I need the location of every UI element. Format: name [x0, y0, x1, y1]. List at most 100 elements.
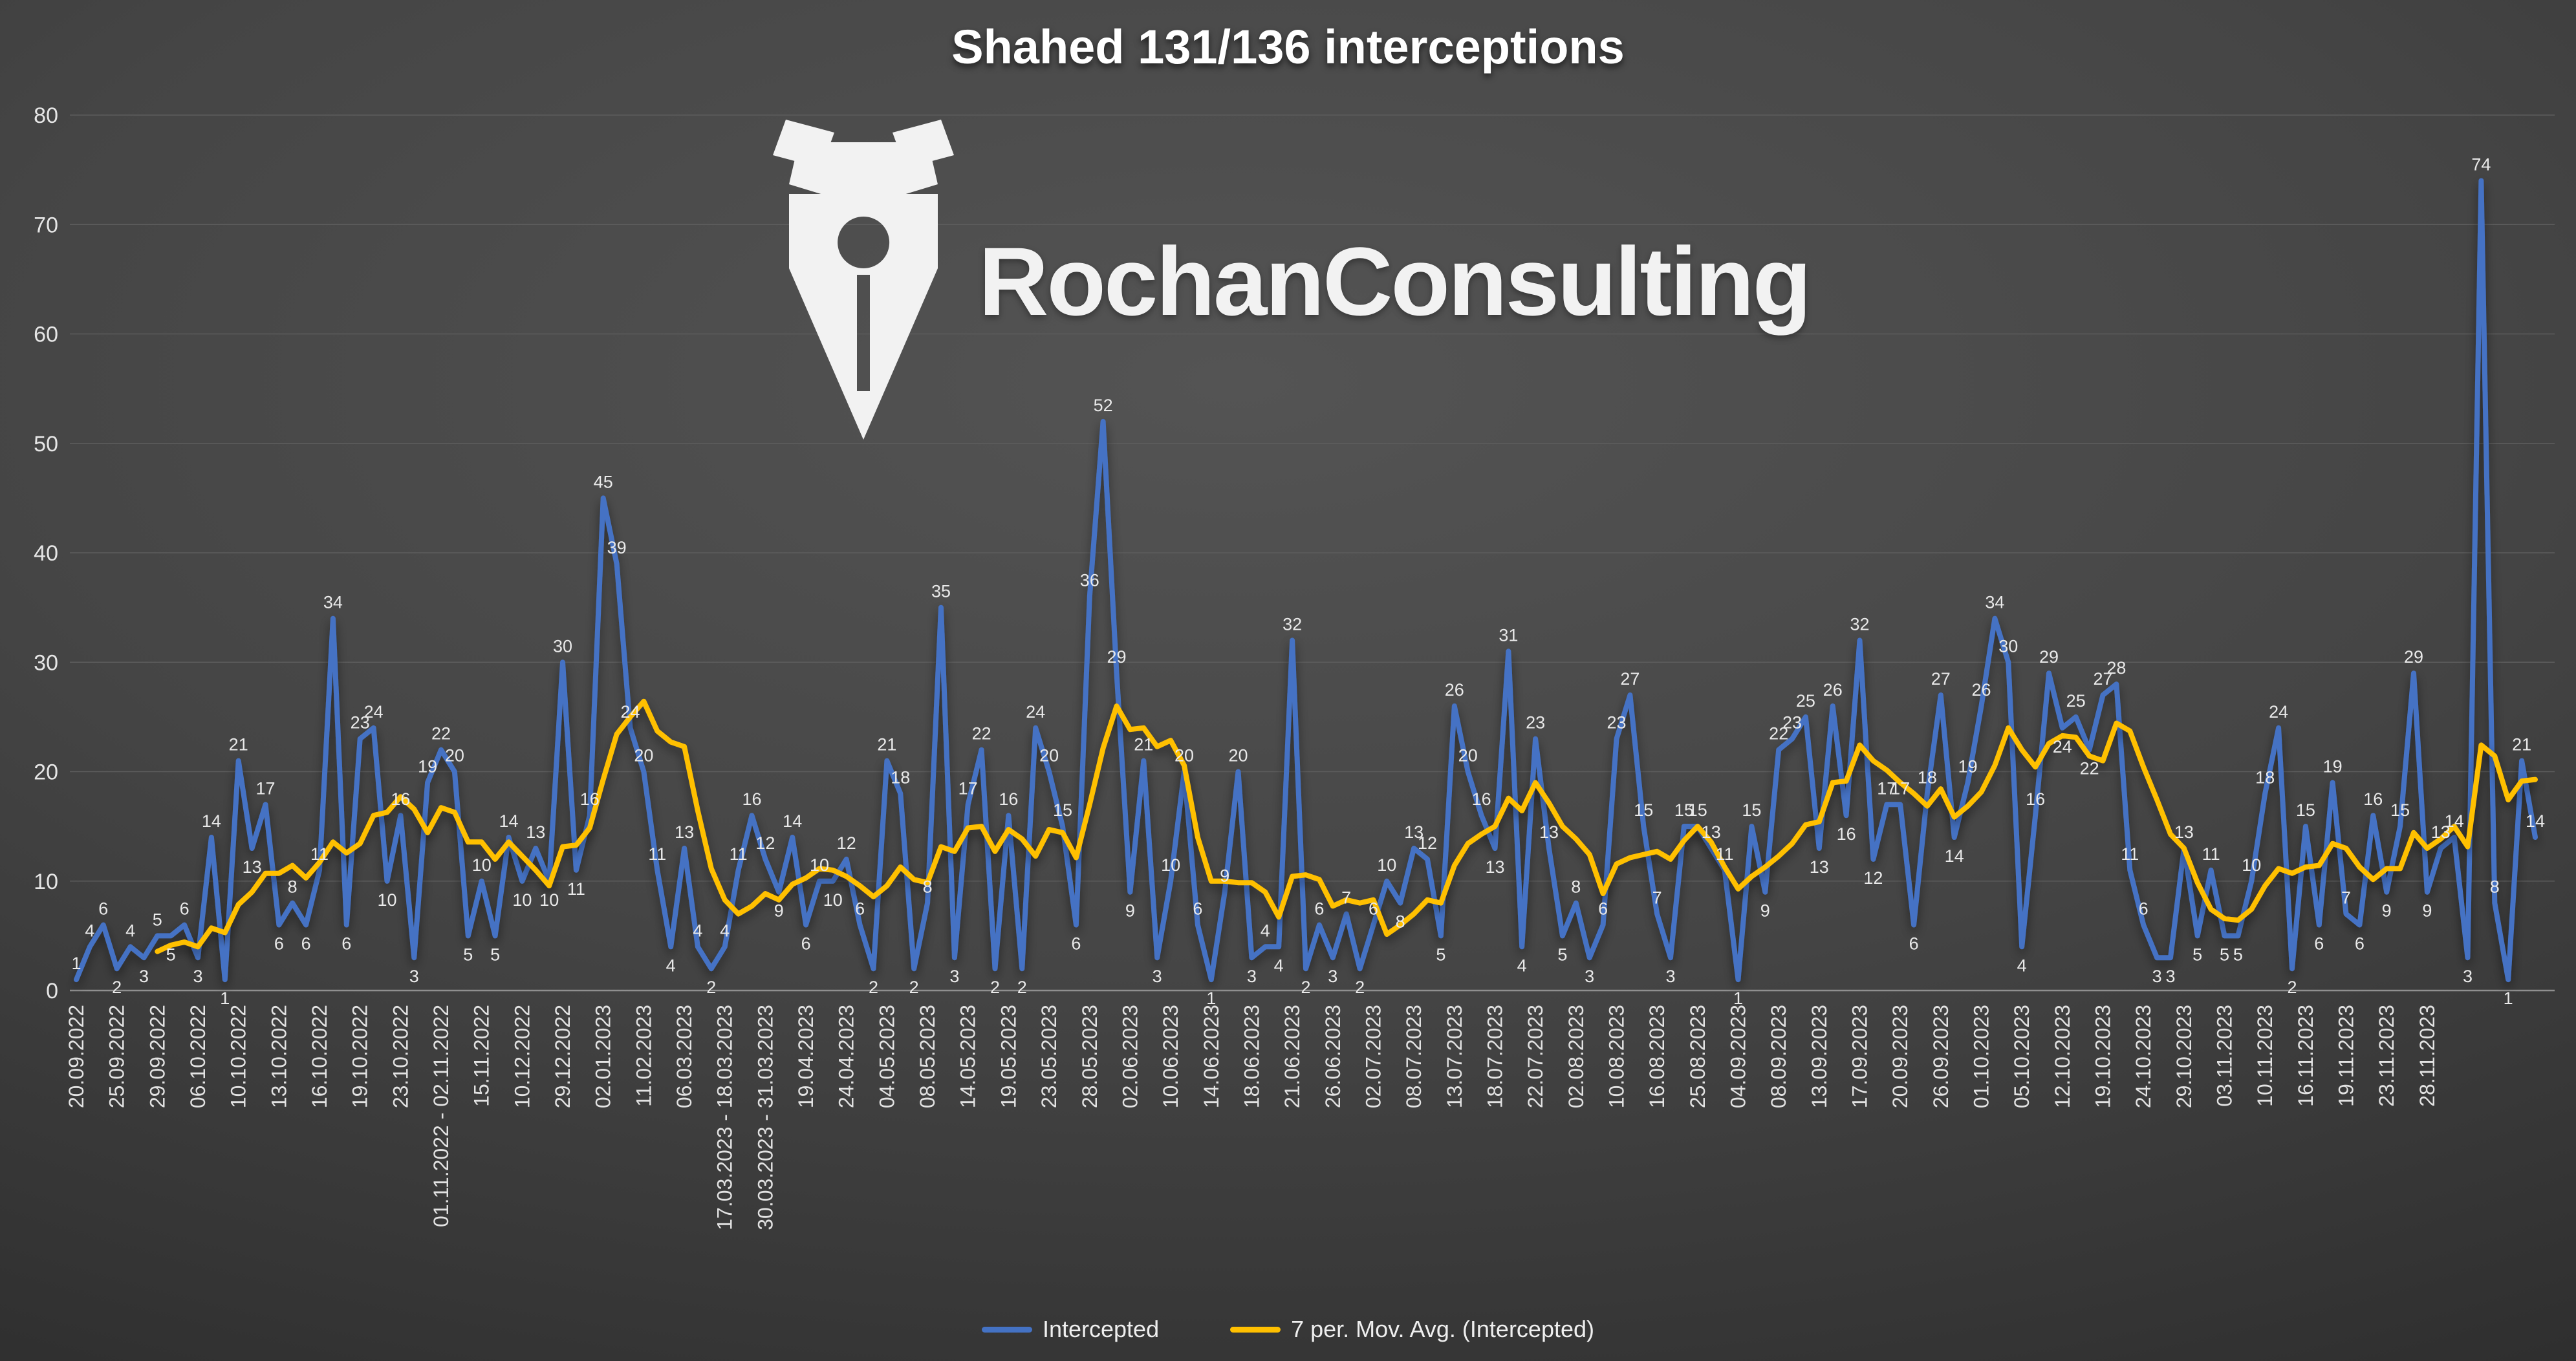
svg-text:03.11.2023: 03.11.2023 [2213, 1005, 2236, 1107]
svg-text:14: 14 [2445, 811, 2464, 831]
svg-text:34: 34 [1985, 593, 2004, 612]
svg-text:13: 13 [2431, 822, 2451, 842]
svg-text:3: 3 [1153, 967, 1162, 986]
svg-text:1: 1 [1206, 989, 1216, 1008]
svg-text:13: 13 [1404, 822, 1423, 842]
svg-text:8: 8 [2490, 877, 2500, 897]
svg-text:10: 10 [377, 890, 396, 910]
svg-text:13: 13 [675, 822, 694, 842]
svg-text:04.05.2023: 04.05.2023 [875, 1005, 898, 1108]
svg-text:3: 3 [1585, 967, 1594, 986]
svg-text:5: 5 [153, 910, 162, 929]
svg-text:15: 15 [1053, 800, 1072, 820]
svg-text:10: 10 [539, 890, 559, 910]
svg-text:16: 16 [1837, 824, 1856, 844]
svg-text:30: 30 [1998, 636, 2018, 656]
watermark-text: RochanConsulting [979, 226, 1812, 336]
svg-text:16: 16 [2363, 789, 2383, 809]
svg-text:19.11.2023: 19.11.2023 [2335, 1005, 2358, 1107]
svg-text:08.09.2023: 08.09.2023 [1767, 1005, 1790, 1108]
svg-text:30: 30 [553, 636, 572, 656]
chart-title: Shahed 131/136 interceptions [951, 20, 1625, 74]
svg-text:4: 4 [1517, 956, 1527, 975]
svg-text:06.03.2023: 06.03.2023 [673, 1005, 696, 1108]
svg-text:17: 17 [958, 778, 978, 798]
svg-text:10.12.2022: 10.12.2022 [510, 1005, 534, 1108]
svg-text:9: 9 [774, 901, 784, 921]
svg-text:19: 19 [2323, 756, 2343, 776]
svg-text:23.10.2022: 23.10.2022 [389, 1005, 412, 1108]
svg-text:13.10.2022: 13.10.2022 [267, 1005, 290, 1108]
svg-text:23.11.2023: 23.11.2023 [2375, 1005, 2398, 1107]
svg-text:70: 70 [34, 213, 58, 237]
legend-label-intercepted: Intercepted [1042, 1316, 1160, 1342]
svg-text:45: 45 [594, 472, 613, 491]
svg-text:6: 6 [1071, 934, 1081, 954]
svg-text:0: 0 [46, 979, 58, 1003]
y-axis-labels: 0 10 20 30 40 50 60 70 80 [34, 103, 58, 1003]
svg-text:9: 9 [1125, 901, 1135, 921]
svg-text:6: 6 [301, 934, 311, 954]
svg-text:17: 17 [1890, 778, 1910, 798]
svg-text:18: 18 [891, 767, 910, 787]
svg-text:05.10.2023: 05.10.2023 [2010, 1005, 2033, 1108]
svg-text:12.10.2023: 12.10.2023 [2051, 1005, 2074, 1108]
svg-text:16: 16 [2026, 789, 2045, 809]
svg-text:52: 52 [1094, 396, 1113, 415]
svg-text:04.09.2023: 04.09.2023 [1726, 1005, 1749, 1108]
svg-text:24.10.2023: 24.10.2023 [2132, 1005, 2155, 1108]
svg-text:3: 3 [1247, 967, 1257, 986]
svg-text:2: 2 [706, 978, 716, 997]
svg-text:25.09.2022: 25.09.2022 [105, 1005, 129, 1108]
svg-text:6: 6 [1598, 899, 1608, 919]
svg-text:08.07.2023: 08.07.2023 [1402, 1005, 1425, 1108]
svg-text:74: 74 [2471, 155, 2491, 175]
svg-text:3: 3 [949, 967, 959, 986]
svg-text:30: 30 [34, 650, 58, 675]
svg-text:1: 1 [2504, 989, 2513, 1008]
svg-text:22: 22 [972, 724, 991, 744]
svg-text:4: 4 [666, 956, 676, 975]
svg-text:3: 3 [139, 967, 149, 986]
svg-text:13: 13 [1485, 857, 1504, 877]
svg-text:4: 4 [1274, 956, 1284, 975]
svg-text:14.05.2023: 14.05.2023 [957, 1005, 980, 1108]
svg-text:4: 4 [125, 921, 135, 940]
svg-text:25: 25 [2066, 691, 2086, 711]
svg-text:15: 15 [1674, 800, 1694, 820]
svg-text:11: 11 [2121, 844, 2139, 864]
svg-text:27: 27 [1620, 669, 1640, 689]
svg-text:15: 15 [2296, 800, 2315, 820]
svg-text:5: 5 [1557, 945, 1567, 964]
svg-text:19.10.2023: 19.10.2023 [2092, 1005, 2115, 1108]
svg-text:4: 4 [1261, 921, 1270, 940]
svg-text:18: 18 [2255, 767, 2275, 787]
svg-text:26.09.2023: 26.09.2023 [1929, 1005, 1953, 1108]
svg-text:15: 15 [2390, 800, 2410, 820]
svg-text:3: 3 [193, 967, 202, 986]
svg-text:9: 9 [2382, 901, 2392, 921]
svg-text:16: 16 [391, 789, 410, 809]
svg-text:25.08.2023: 25.08.2023 [1686, 1005, 1709, 1108]
svg-text:17.03.2023 - 18.03.2023: 17.03.2023 - 18.03.2023 [713, 1005, 737, 1230]
svg-text:13: 13 [243, 857, 262, 877]
svg-text:15: 15 [1742, 800, 1761, 820]
intercepted-line-swatch [981, 1326, 1032, 1333]
svg-text:2: 2 [869, 978, 878, 997]
svg-text:9: 9 [1760, 901, 1770, 921]
svg-text:3: 3 [2152, 967, 2162, 986]
svg-text:15.11.2022: 15.11.2022 [470, 1005, 493, 1107]
svg-text:6: 6 [1314, 899, 1324, 919]
svg-text:10: 10 [472, 855, 492, 875]
svg-text:29: 29 [2404, 647, 2423, 667]
svg-text:24: 24 [364, 702, 384, 722]
svg-text:23.05.2023: 23.05.2023 [1037, 1005, 1061, 1108]
svg-text:6: 6 [341, 934, 351, 954]
svg-text:5: 5 [166, 945, 176, 964]
svg-text:9: 9 [1220, 866, 1229, 886]
svg-text:3: 3 [1328, 967, 1337, 986]
moving-average-line [155, 698, 2538, 954]
svg-text:01.11.2022 - 02.11.2022: 01.11.2022 - 02.11.2022 [429, 1005, 453, 1227]
svg-text:27: 27 [2093, 669, 2112, 689]
